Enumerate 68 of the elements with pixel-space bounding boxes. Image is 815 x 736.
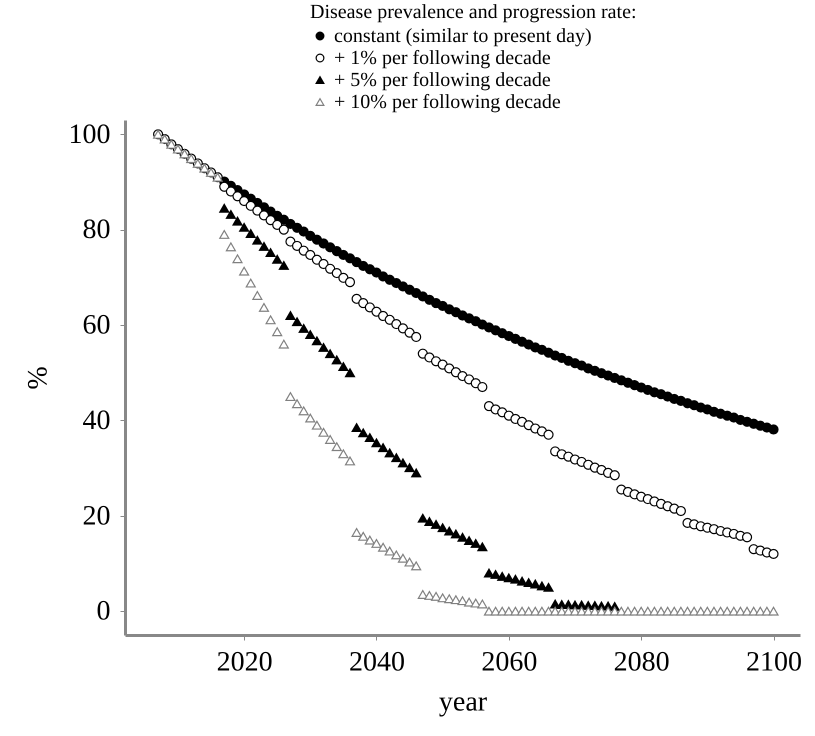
point bbox=[378, 443, 388, 452]
point bbox=[219, 204, 230, 213]
point bbox=[344, 368, 356, 378]
point bbox=[252, 236, 262, 245]
point bbox=[305, 330, 316, 340]
point bbox=[258, 242, 270, 251]
point bbox=[246, 229, 256, 238]
point bbox=[457, 532, 468, 542]
point bbox=[312, 336, 322, 346]
point bbox=[272, 254, 282, 264]
point bbox=[285, 311, 296, 320]
y-tick-label: 60 bbox=[82, 310, 110, 341]
point bbox=[530, 580, 540, 588]
point bbox=[536, 581, 547, 590]
point bbox=[332, 355, 342, 364]
point bbox=[418, 514, 428, 523]
point bbox=[450, 529, 461, 538]
legend-label: + 1% per following decade bbox=[334, 47, 551, 69]
point bbox=[470, 538, 481, 548]
y-tick-label: 80 bbox=[82, 214, 110, 246]
point bbox=[364, 433, 375, 442]
point bbox=[318, 342, 329, 352]
point bbox=[543, 582, 554, 592]
point bbox=[444, 526, 454, 536]
y-axis-title: % bbox=[22, 366, 54, 390]
point bbox=[510, 574, 521, 584]
point bbox=[504, 573, 514, 582]
point bbox=[371, 438, 382, 448]
point bbox=[232, 216, 243, 226]
y-tick-label: 40 bbox=[82, 404, 110, 436]
legend-label: + 10% per following decade bbox=[334, 91, 561, 113]
point bbox=[226, 210, 236, 219]
x-tick-label: 2040 bbox=[348, 646, 405, 678]
point bbox=[484, 568, 494, 578]
point bbox=[516, 576, 528, 586]
x-tick-label: 2060 bbox=[481, 646, 538, 678]
point bbox=[352, 423, 362, 432]
x-tick-label: 2100 bbox=[746, 646, 802, 678]
point bbox=[398, 458, 408, 468]
point bbox=[278, 260, 289, 270]
point bbox=[411, 468, 422, 478]
point bbox=[384, 448, 395, 458]
legend-title: Disease prevalence and progression rate: bbox=[310, 1, 637, 23]
y-tick-label: 0 bbox=[96, 596, 110, 627]
y-tick-label: 100 bbox=[68, 118, 110, 150]
point bbox=[298, 324, 309, 333]
legend-label: + 5% per following decade bbox=[334, 69, 551, 91]
point bbox=[239, 222, 250, 232]
point bbox=[490, 570, 501, 579]
point bbox=[266, 248, 276, 258]
point bbox=[325, 349, 336, 358]
point bbox=[464, 536, 474, 546]
legend-label: constant (similar to present day) bbox=[334, 25, 592, 47]
point bbox=[338, 362, 348, 372]
x-tick-label: 2080 bbox=[614, 646, 670, 678]
point bbox=[424, 517, 434, 526]
point bbox=[430, 520, 442, 529]
point bbox=[524, 578, 534, 588]
point bbox=[358, 428, 368, 438]
point bbox=[477, 542, 488, 552]
point bbox=[438, 523, 448, 532]
x-axis-title: year bbox=[438, 686, 488, 718]
x-tick-label: 2020 bbox=[216, 646, 273, 678]
y-tick-label: 20 bbox=[82, 500, 110, 532]
point bbox=[391, 453, 402, 462]
point bbox=[292, 317, 302, 326]
point bbox=[404, 463, 415, 472]
point bbox=[497, 572, 508, 581]
